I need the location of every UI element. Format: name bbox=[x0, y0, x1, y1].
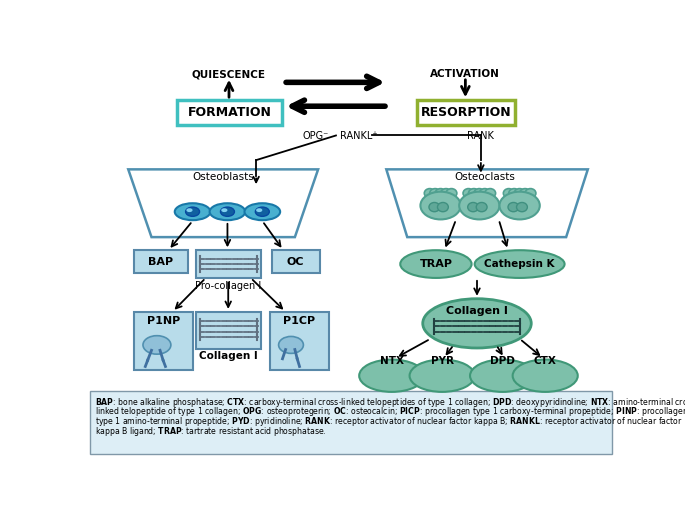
Ellipse shape bbox=[245, 203, 280, 220]
Text: NTX: NTX bbox=[379, 357, 403, 366]
Polygon shape bbox=[128, 169, 318, 237]
Bar bbox=[196, 312, 261, 349]
Text: Cathepsin K: Cathepsin K bbox=[484, 259, 555, 269]
Ellipse shape bbox=[175, 203, 210, 220]
Ellipse shape bbox=[143, 336, 171, 354]
Ellipse shape bbox=[476, 203, 487, 212]
Text: RANKL⁺: RANKL⁺ bbox=[340, 131, 378, 141]
Bar bbox=[134, 250, 188, 273]
Ellipse shape bbox=[525, 189, 536, 198]
Ellipse shape bbox=[429, 189, 440, 198]
Text: Collagen I: Collagen I bbox=[199, 351, 258, 361]
Text: linked telopeptide of type 1 collagen; $\bf{OPG}$: osteoprotegerin; $\bf{OC}$: o: linked telopeptide of type 1 collagen; $… bbox=[95, 405, 685, 419]
Text: P1NP: P1NP bbox=[147, 315, 179, 326]
Ellipse shape bbox=[423, 299, 532, 348]
Bar bbox=[90, 391, 612, 454]
Ellipse shape bbox=[438, 203, 448, 212]
Ellipse shape bbox=[468, 203, 479, 212]
Ellipse shape bbox=[256, 208, 262, 212]
Ellipse shape bbox=[421, 192, 461, 220]
Ellipse shape bbox=[186, 207, 199, 216]
Text: RESORPTION: RESORPTION bbox=[421, 106, 512, 119]
Text: type 1 amino-terminal propeptide; $\bf{PYD}$: pyridinoline; $\bf{RANK}$: recepto: type 1 amino-terminal propeptide; $\bf{P… bbox=[95, 415, 683, 428]
Ellipse shape bbox=[516, 203, 527, 212]
Text: BAP: BAP bbox=[148, 257, 173, 267]
Ellipse shape bbox=[475, 250, 564, 278]
Ellipse shape bbox=[186, 208, 192, 212]
Ellipse shape bbox=[256, 207, 269, 216]
Ellipse shape bbox=[221, 208, 227, 212]
Ellipse shape bbox=[508, 203, 519, 212]
Ellipse shape bbox=[474, 189, 485, 198]
Text: RANK: RANK bbox=[467, 131, 495, 141]
Text: OPG⁻: OPG⁻ bbox=[303, 131, 329, 141]
Ellipse shape bbox=[424, 189, 435, 198]
Ellipse shape bbox=[435, 189, 446, 198]
Text: Collagen I: Collagen I bbox=[446, 306, 508, 317]
Bar bbox=[272, 250, 320, 273]
Text: QUIESCENCE: QUIESCENCE bbox=[192, 69, 266, 80]
Ellipse shape bbox=[221, 207, 234, 216]
Text: kappa B ligand; $\bf{TRAP}$: tartrate resistant acid phosphatase.: kappa B ligand; $\bf{TRAP}$: tartrate re… bbox=[95, 425, 327, 438]
Bar bbox=[270, 312, 329, 369]
Bar bbox=[417, 100, 515, 125]
Text: FORMATION: FORMATION bbox=[188, 106, 272, 119]
Text: $\bf{BAP}$: bone alkaline phosphatase; $\bf{CTX}$: carboxy-terminal cross-linked: $\bf{BAP}$: bone alkaline phosphatase; $… bbox=[95, 396, 685, 409]
Ellipse shape bbox=[514, 189, 525, 198]
Ellipse shape bbox=[509, 189, 520, 198]
Ellipse shape bbox=[470, 360, 535, 392]
Ellipse shape bbox=[400, 250, 471, 278]
Text: ACTIVATION: ACTIVATION bbox=[430, 69, 500, 80]
Ellipse shape bbox=[429, 203, 440, 212]
Ellipse shape bbox=[446, 189, 457, 198]
Ellipse shape bbox=[485, 189, 496, 198]
Ellipse shape bbox=[410, 360, 475, 392]
Ellipse shape bbox=[512, 360, 577, 392]
Bar bbox=[134, 312, 192, 369]
Bar bbox=[196, 250, 261, 278]
Ellipse shape bbox=[520, 189, 530, 198]
Text: Osteoblasts: Osteoblasts bbox=[192, 172, 254, 182]
Text: Pro-collagen I: Pro-collagen I bbox=[195, 281, 262, 291]
Ellipse shape bbox=[440, 189, 451, 198]
Text: CTX: CTX bbox=[534, 357, 557, 366]
Bar bbox=[177, 100, 282, 125]
Ellipse shape bbox=[459, 192, 499, 220]
Text: DPD: DPD bbox=[490, 357, 515, 366]
Polygon shape bbox=[386, 169, 588, 237]
Ellipse shape bbox=[279, 337, 303, 353]
Ellipse shape bbox=[463, 189, 474, 198]
Text: OC: OC bbox=[287, 257, 304, 267]
Ellipse shape bbox=[503, 189, 514, 198]
Text: P1CP: P1CP bbox=[284, 315, 316, 326]
Ellipse shape bbox=[499, 192, 540, 220]
Ellipse shape bbox=[359, 360, 424, 392]
Ellipse shape bbox=[469, 189, 479, 198]
Text: PYR: PYR bbox=[431, 357, 453, 366]
Text: Osteoclasts: Osteoclasts bbox=[454, 172, 515, 182]
Ellipse shape bbox=[210, 203, 245, 220]
Ellipse shape bbox=[479, 189, 490, 198]
Text: TRAP: TRAP bbox=[419, 259, 452, 269]
